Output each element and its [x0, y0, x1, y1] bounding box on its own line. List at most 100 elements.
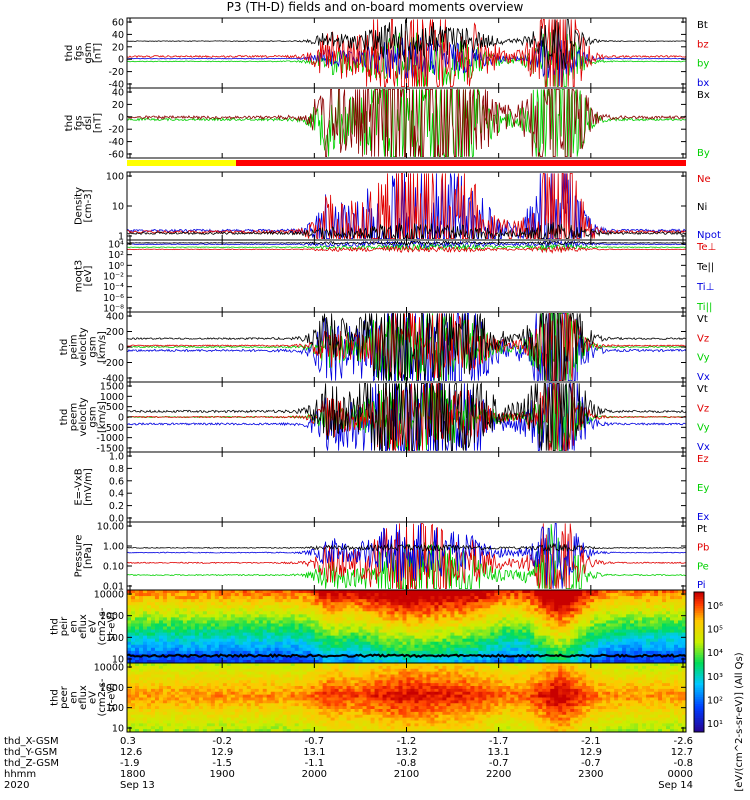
x-axis-value: 12.9 [211, 747, 233, 758]
y-tick-label: 1 [118, 232, 124, 243]
y-tick-label: 1000 [100, 683, 124, 694]
y-axis-label: thd [59, 339, 70, 356]
x-axis-value: 13.2 [395, 747, 417, 758]
y-axis-label: [cm-3] [83, 189, 94, 222]
legend-entry: Vz [697, 403, 709, 414]
legend-entry: Ez [697, 454, 709, 465]
legend-entry: Vz [697, 333, 709, 344]
x-axis-value: 13.1 [488, 747, 510, 758]
colorbar-tick-label: 10³ [707, 672, 723, 683]
y-tick-label: -500 [102, 423, 124, 434]
y-axis-label: thd [59, 409, 70, 426]
panel-frames [126, 17, 705, 733]
y-tick-label: 10⁻⁸ [103, 304, 124, 315]
y-tick-label: 10000 [94, 663, 124, 674]
y-tick-label: 1000 [100, 392, 124, 403]
legend-entry: Vt [697, 314, 708, 325]
y-axis-label: [km/s] [97, 401, 108, 433]
legend-entry: bx [697, 78, 709, 89]
y-tick-label: 0.10 [103, 562, 124, 573]
y-tick-label: 0.2 [109, 501, 124, 512]
y-tick-label: 10² [108, 250, 124, 261]
x-axis-value: -2.6 [673, 736, 693, 747]
colorbar-tick-label: 10⁵ [707, 625, 723, 636]
x-axis-value: 1900 [209, 769, 234, 780]
x-axis-value: -1.1 [305, 758, 325, 769]
y-tick-label: 10 [112, 202, 124, 213]
y-axis-label: [km/s] [97, 331, 108, 363]
x-axis-value: -1.9 [120, 758, 140, 769]
y-axis-label: peim [69, 334, 80, 359]
page-title: P3 (TH-D) fields and on-board moments ov… [226, 0, 524, 14]
y-tick-label: -1500 [96, 444, 124, 455]
y-axis-label: eV [88, 620, 99, 633]
y-axis-label: eV [88, 691, 99, 704]
y-axis-label: en [69, 691, 80, 704]
legend-entry: Ni [697, 202, 707, 213]
legend-entry: Pb [697, 543, 709, 554]
y-tick-label: 0.0 [109, 514, 124, 525]
y-axis-label: dsl [83, 116, 94, 130]
y-tick-label: 10 [112, 724, 124, 735]
y-axis-label: E=-VxB [73, 468, 84, 505]
y-tick-label: 0.6 [109, 476, 124, 487]
x-axis-value: -0.7 [305, 736, 325, 747]
x-axis-value: Sep 14 [658, 780, 693, 791]
x-axis-value: -0.8 [397, 758, 417, 769]
y-tick-label: -20 [108, 67, 124, 78]
x-axis-value: -0.7 [581, 758, 601, 769]
y-tick-label: 10000 [94, 590, 124, 601]
y-tick-label: 100 [106, 172, 124, 183]
y-tick-label: 40 [112, 30, 124, 41]
y-tick-label: -1000 [96, 433, 124, 444]
y-tick-label: -400 [102, 374, 124, 385]
legend-entry: Npot [697, 230, 721, 241]
y-tick-label: 60 [112, 18, 124, 29]
x-axis-value: 1800 [120, 769, 145, 780]
y-tick-label: 10⁻⁶ [103, 293, 124, 304]
x-axis-value: 2000 [302, 769, 327, 780]
y-axis-label: sr-eV) [107, 612, 118, 641]
x-axis-value: 2100 [394, 769, 419, 780]
x-axis-value: 0.3 [120, 736, 136, 747]
y-axis-label: thd [64, 115, 75, 132]
y-axis-label: eflux [78, 685, 89, 710]
legend-entry: Te|| [696, 262, 714, 273]
y-tick-label: -20 [108, 125, 124, 136]
legend-entry: Ex [697, 512, 709, 523]
colorbar-tick-label: 10⁴ [707, 648, 723, 659]
y-axis-label: (cm2-s- [97, 607, 108, 645]
colorbar-tick-label: 10¹ [707, 719, 723, 730]
y-tick-label: 20 [112, 42, 124, 53]
x-axis-value: 12.6 [120, 747, 142, 758]
y-axis-label: thd [50, 618, 61, 635]
x-axis-value: 13.1 [303, 747, 325, 758]
colorbar-tick-label: 10² [707, 695, 723, 706]
y-tick-label: 1000 [100, 611, 124, 622]
y-axis-label: velocity [78, 397, 89, 436]
x-axis-value: -0.8 [673, 758, 693, 769]
y-tick-label: 10.00 [97, 522, 124, 533]
y-axis-label: eflux [78, 614, 89, 639]
y-tick-label: 40 [112, 88, 124, 99]
legend-entry: bz [697, 39, 709, 50]
y-axis-label: peir [59, 616, 70, 636]
y-axis-label: gsm [88, 336, 99, 357]
y-tick-label: 200 [106, 327, 124, 338]
y-axis-label: Pressure [73, 535, 84, 578]
legend-entry: Ti⊥ [696, 282, 714, 293]
y-tick-label: -40 [108, 137, 124, 148]
data-layer [126, 18, 704, 733]
legend-entry: Ti|| [696, 302, 712, 313]
x-axis-value: Sep 13 [120, 780, 155, 791]
legend-entry: Bx [697, 90, 710, 101]
legend-entry: Pi [697, 580, 706, 591]
x-axis-value: 2300 [578, 769, 603, 780]
y-tick-label: 1500 [100, 382, 124, 393]
y-tick-label: -200 [102, 358, 124, 369]
y-axis-label: [nT] [92, 113, 103, 133]
y-tick-label: 10⁻⁴ [103, 282, 124, 293]
labels-layer: 6040200-20-40thdfgsgsm[nT]Btbzbybx40200-… [4, 18, 745, 792]
y-axis-label: [mV/m] [83, 468, 94, 506]
y-axis-label: gsm [88, 406, 99, 427]
